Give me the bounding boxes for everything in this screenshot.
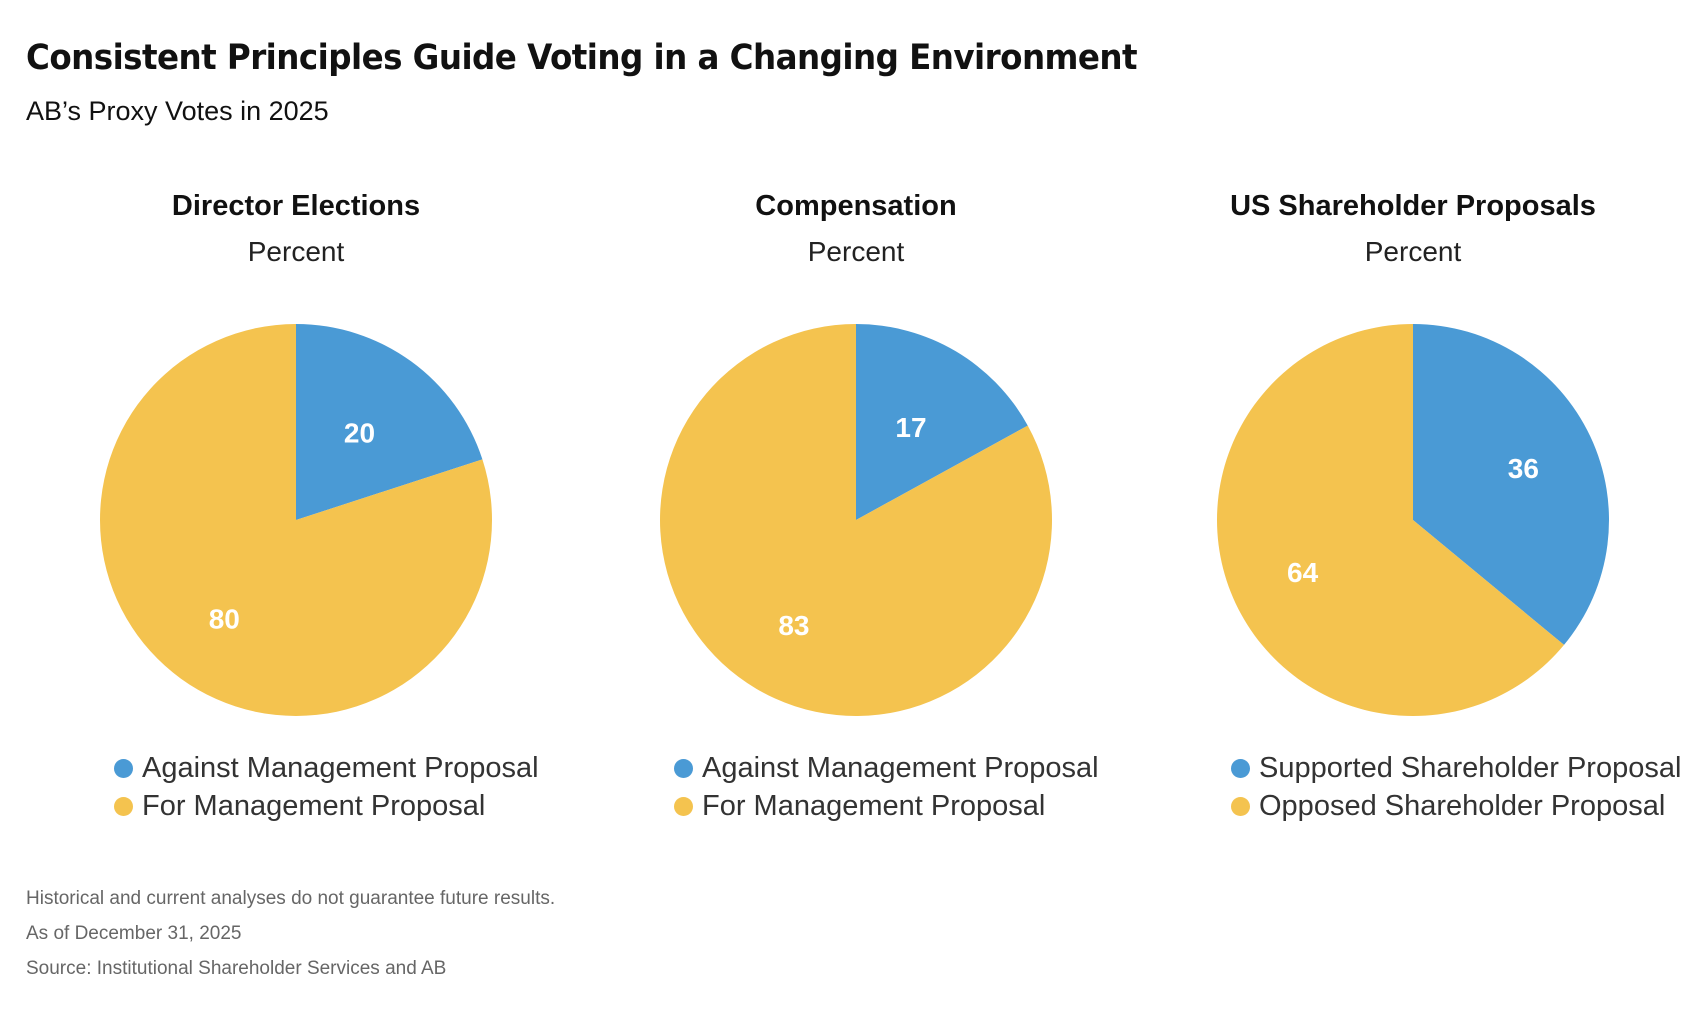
chart-title: Consistent Principles Guide Voting in a … bbox=[26, 38, 1138, 78]
pie-value-label: 83 bbox=[778, 610, 809, 641]
pie-slice-opposed-shareholder-proposal bbox=[1216, 324, 1565, 716]
footnote-date: As of December 31, 2025 bbox=[26, 923, 242, 944]
pie-unit-label: Percent bbox=[247, 236, 345, 267]
pie-title: US Shareholder Proposals bbox=[1230, 190, 1596, 222]
legend-label: Supported Shareholder Proposal bbox=[1259, 752, 1682, 784]
pie-slice-for-management-proposal bbox=[99, 324, 492, 716]
legend-label: For Management Proposal bbox=[702, 790, 1046, 822]
legend-swatch bbox=[674, 797, 693, 816]
pie-slice-against-management-proposal bbox=[856, 324, 1028, 520]
pie-chart: 36 64 bbox=[1216, 324, 1609, 716]
pie-value-label: 17 bbox=[895, 412, 926, 443]
pie-panel-director-elections: Director Elections Percent 20 80 Against … bbox=[26, 190, 566, 840]
pie-slice-supported-shareholder-proposal bbox=[1413, 324, 1609, 645]
chart-subtitle: AB’s Proxy Votes in 2025 bbox=[26, 96, 329, 126]
pie-value-label: 20 bbox=[344, 418, 375, 449]
pie-title: Compensation bbox=[755, 190, 957, 222]
pie-value-label: 80 bbox=[209, 604, 240, 635]
legend-swatch bbox=[1231, 797, 1250, 816]
footnote-disclaimer: Historical and current analyses do not g… bbox=[26, 888, 556, 909]
legend-label: Against Management Proposal bbox=[142, 752, 539, 784]
footnote-source: Source: Institutional Shareholder Servic… bbox=[26, 958, 447, 979]
pie-unit-label: Percent bbox=[1364, 236, 1462, 267]
legend-label: Against Management Proposal bbox=[702, 752, 1099, 784]
legend-label: For Management Proposal bbox=[142, 790, 486, 822]
pie-panel-compensation: Compensation Percent 17 83 Against Manage… bbox=[586, 190, 1126, 840]
legend-swatch bbox=[114, 797, 133, 816]
legend-swatch bbox=[674, 759, 693, 778]
legend-swatch bbox=[114, 759, 133, 778]
pie-slice-against-management-proposal bbox=[296, 324, 483, 520]
pie-title: Director Elections bbox=[171, 190, 421, 222]
pie-slice-for-management-proposal bbox=[660, 324, 1052, 716]
pie-value-label: 64 bbox=[1287, 557, 1319, 588]
footnotes: Historical and current analyses do not g… bbox=[26, 885, 555, 990]
pie-unit-label: Percent bbox=[807, 236, 905, 267]
pie-value-label: 36 bbox=[1508, 453, 1539, 484]
legend-label: Opposed Shareholder Proposal bbox=[1259, 790, 1666, 822]
legend-swatch bbox=[1231, 759, 1250, 778]
pie-panel-us-shareholder-proposals: US Shareholder Proposals Percent 36 64 Su… bbox=[1143, 190, 1683, 840]
